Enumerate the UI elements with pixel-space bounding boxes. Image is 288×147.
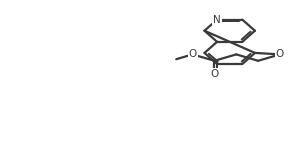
Text: O: O: [276, 49, 284, 59]
Text: O: O: [188, 49, 197, 59]
Text: N: N: [213, 15, 221, 25]
Text: O: O: [210, 69, 219, 79]
